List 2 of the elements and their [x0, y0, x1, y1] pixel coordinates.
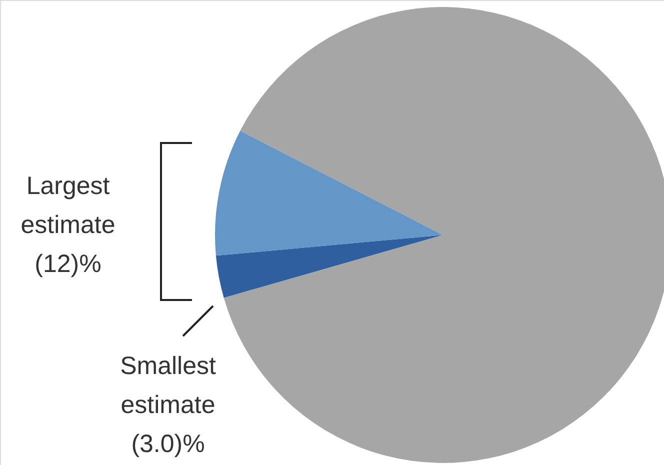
- text: Smallest estimate (3.0)%: [120, 352, 216, 458]
- text: Largest estimate (12)%: [20, 172, 116, 278]
